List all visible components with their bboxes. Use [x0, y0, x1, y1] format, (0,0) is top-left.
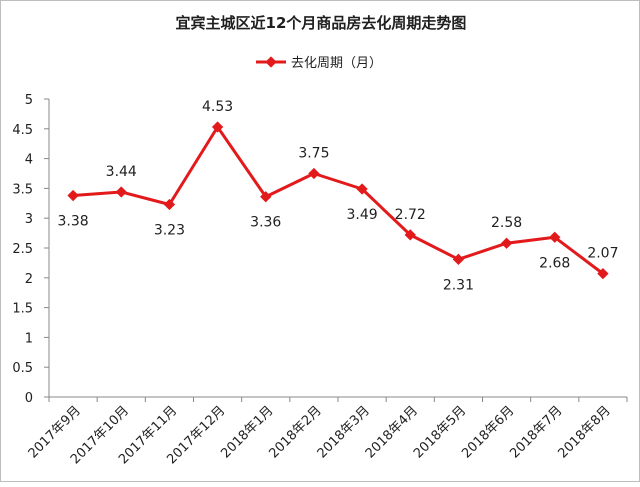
data-point: [597, 267, 609, 280]
data-label: 3.36: [250, 215, 281, 231]
data-point: [115, 186, 127, 198]
data-label: 2.58: [491, 215, 522, 231]
series-line: [72, 125, 604, 275]
data-point: [260, 191, 272, 203]
y-axis-ticks: 0 0.5 1 1.5 2 2.5 3 3.5 4 4.5 5: [12, 93, 49, 406]
data-label: 2.31: [443, 277, 474, 293]
y-tick-label: 4: [25, 153, 33, 168]
y-tick-label: 4.5: [12, 123, 33, 138]
y-tick-label: 2: [25, 272, 33, 287]
x-tick-label: 2018年8月: [556, 403, 614, 461]
data-point: [500, 237, 513, 249]
legend-label: 去化周期（月）: [291, 56, 382, 71]
data-label: 4.53: [202, 99, 233, 115]
data-label: 2.72: [395, 207, 426, 223]
y-tick-label: 5: [25, 93, 33, 108]
data-label: 3.75: [298, 146, 329, 162]
y-tick-label: 1.5: [12, 302, 33, 317]
series-layer: 3.38 3.44 3.23 4.53 3.36 3.75 3.49 2.72 2.31 2.58…: [57, 99, 618, 293]
chart-title: 宜宾主城区近12个月商品房去化周期走势图: [176, 14, 467, 32]
data-point: [308, 167, 320, 180]
data-point: [67, 189, 79, 202]
y-tick-label: 0: [25, 391, 33, 406]
data-point: [356, 183, 368, 195]
y-tick-label: 1: [25, 331, 33, 346]
data-point: [452, 253, 465, 265]
data-label: 2.07: [587, 246, 618, 262]
data-point: [404, 229, 416, 241]
data-label: 2.68: [539, 255, 570, 271]
legend: 去化周期（月）: [256, 56, 382, 71]
legend-marker: [265, 56, 277, 68]
y-tick-label: 3.5: [12, 182, 33, 197]
data-label: 3.38: [57, 214, 88, 230]
data-label: 3.49: [346, 207, 377, 223]
y-tick-label: 2.5: [12, 242, 33, 257]
y-tick-label: 3: [25, 212, 33, 227]
x-axis-ticks: 2017年9月2017年10月2017年11月2017年12月2018年1月20…: [26, 397, 628, 467]
data-point: [549, 231, 561, 243]
data-label: 3.23: [154, 222, 185, 238]
data-point: [163, 198, 176, 211]
y-tick-label: 0.5: [12, 361, 33, 376]
data-label: 3.44: [106, 164, 137, 180]
